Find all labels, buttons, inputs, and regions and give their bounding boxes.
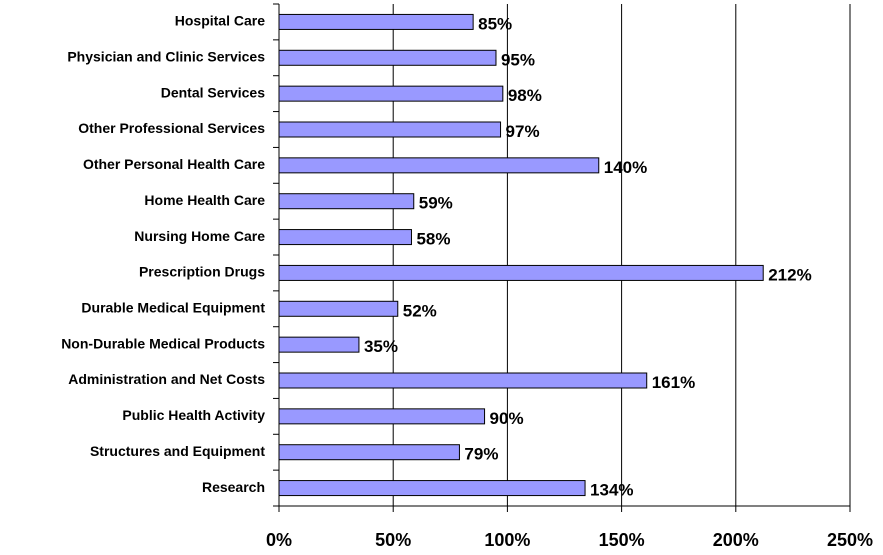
category-label: Home Health Care xyxy=(144,192,265,208)
value-label: 79% xyxy=(464,445,498,464)
category-label: Durable Medical Equipment xyxy=(81,299,265,315)
category-label: Structures and Equipment xyxy=(90,443,265,459)
bar xyxy=(278,193,415,210)
value-label: 90% xyxy=(490,409,524,428)
value-label: 134% xyxy=(590,481,633,500)
bar xyxy=(278,444,460,461)
bar xyxy=(278,13,474,30)
x-tick-label: 0% xyxy=(266,530,292,550)
category-label: Other Personal Health Care xyxy=(83,156,265,172)
category-label: Public Health Activity xyxy=(122,407,265,423)
category-label: Hospital Care xyxy=(175,13,265,29)
value-label: 85% xyxy=(478,14,512,33)
bar xyxy=(278,85,504,102)
value-label: 95% xyxy=(501,50,535,69)
value-label: 59% xyxy=(419,194,453,213)
category-label: Prescription Drugs xyxy=(139,264,265,280)
bar xyxy=(278,229,412,246)
x-tick-label: 200% xyxy=(713,530,759,550)
value-label: 140% xyxy=(604,158,647,177)
bar xyxy=(278,157,600,174)
bar xyxy=(278,408,486,425)
bar xyxy=(278,480,586,497)
x-tick-label: 150% xyxy=(599,530,645,550)
category-label: Dental Services xyxy=(161,84,265,100)
bar xyxy=(278,49,497,66)
value-label: 52% xyxy=(403,301,437,320)
x-tick-label: 250% xyxy=(827,530,873,550)
category-label: Nursing Home Care xyxy=(134,228,265,244)
category-label: Other Professional Services xyxy=(78,120,265,136)
bar xyxy=(278,264,764,281)
category-label: Research xyxy=(202,479,265,495)
bar xyxy=(278,300,399,317)
category-label: Non-Durable Medical Products xyxy=(61,335,265,351)
x-tick-label: 100% xyxy=(484,530,530,550)
x-tick-label: 50% xyxy=(375,530,411,550)
category-label: Physician and Clinic Services xyxy=(67,48,265,64)
bar xyxy=(278,372,648,389)
value-label: 161% xyxy=(652,373,695,392)
value-label: 98% xyxy=(508,86,542,105)
value-label: 97% xyxy=(506,122,540,141)
value-label: 212% xyxy=(768,265,811,284)
category-label: Administration and Net Costs xyxy=(68,371,265,387)
value-label: 35% xyxy=(364,337,398,356)
value-label: 58% xyxy=(416,230,450,249)
bar xyxy=(278,121,502,138)
bar xyxy=(278,336,360,353)
